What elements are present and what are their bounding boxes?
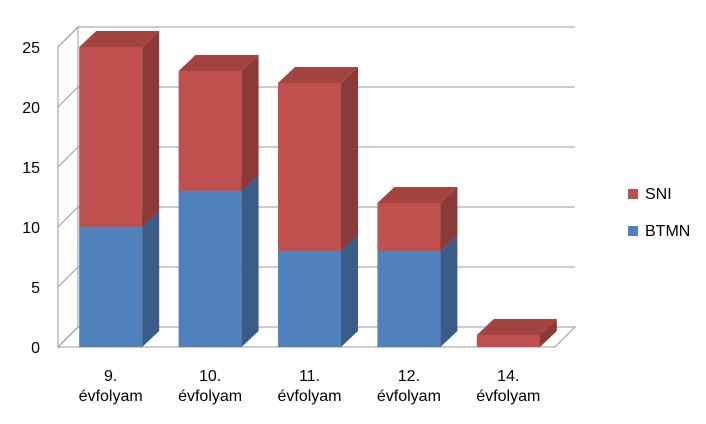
x-tick-label: 12. évfolyam [376,368,441,405]
grid-line [57,86,575,108]
bar-side [440,235,458,347]
bar-side [241,175,259,347]
x-tick-label: 11. évfolyam [277,368,342,405]
legend-label: SNI [645,186,672,203]
bar-side [241,55,259,191]
bar-side [440,187,458,251]
bar-top [476,319,557,335]
y-tick-label: 20 [22,100,40,117]
bar-top [377,187,458,203]
x-tick-label: 10. évfolyam [178,368,243,405]
y-tick-label: 15 [22,160,40,177]
bar-front [79,227,143,347]
bar-side [142,31,160,227]
bar-front [377,251,441,347]
y-tick-label: 10 [22,220,40,237]
x-tick-label: 14. évfolyam [476,368,541,405]
bar-front [178,71,242,191]
bar-side [539,319,557,347]
bar-front [377,203,441,251]
bar-front [476,335,540,347]
legend-label: BTMN [645,223,690,240]
legend-swatch [628,189,638,199]
bar-top [178,55,259,71]
y-tick-label: 0 [31,340,40,357]
bar-side [341,67,358,251]
bar-top [79,31,160,47]
y-tick-label: 5 [31,280,40,297]
left-wall [57,25,79,349]
legend-swatch [628,226,638,236]
bar-side [142,211,160,347]
bar-front [178,191,242,347]
bar-top [278,67,358,83]
bar-front [278,251,341,347]
bar-front [278,83,341,251]
bar-front [79,47,143,227]
grid-line [57,26,575,48]
bar-side [341,235,358,347]
y-tick-label: 25 [22,40,40,57]
x-tick-label: 9. évfolyam [78,368,143,405]
grid-line [57,146,575,168]
